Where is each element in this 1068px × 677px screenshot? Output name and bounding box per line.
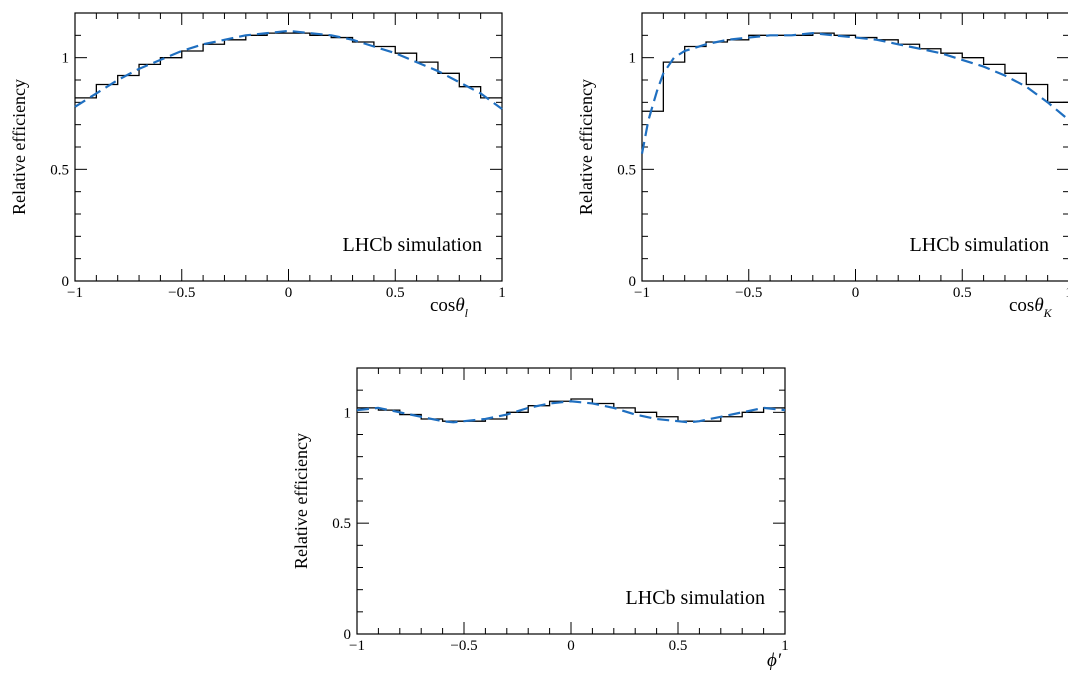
fit-curve	[74, 29, 503, 110]
x-tick-label: 0	[285, 285, 293, 301]
x-axis-title: cosθl	[430, 295, 469, 320]
x-tick-label: 1	[498, 285, 506, 301]
y-axis-title: Relative efficiency	[291, 433, 311, 569]
y-tick-label: 0.5	[50, 162, 69, 178]
x-tick-label: 0	[567, 638, 575, 654]
fit-curve	[356, 400, 786, 424]
y-tick-label: 0	[629, 274, 637, 290]
x-tick-label: −1	[349, 638, 365, 654]
efficiency-histogram	[357, 398, 785, 422]
y-tick-label: 0	[62, 274, 70, 290]
x-axis-title-main: cos	[1009, 295, 1034, 316]
x-tick-label: 0.5	[386, 285, 405, 301]
x-axis-title-subscript: l	[465, 306, 469, 320]
y-axis-title: Relative efficiency	[576, 79, 596, 215]
x-axis-title-symbol: ϕ′	[767, 650, 782, 671]
chart-panel-3: −1 −0.5 0 0.5 1 0 0.5 1 Relative efficiency ϕ′ LHC…	[291, 367, 789, 671]
efficiency-histogram	[75, 32, 502, 99]
y-tick-label: 0.5	[617, 162, 636, 178]
y-tick-label: 1	[62, 51, 70, 67]
x-tick-label: −1	[67, 285, 83, 301]
x-axis-title-main: cos	[430, 295, 455, 316]
x-axis-title-symbol: θ	[1034, 295, 1043, 316]
x-tick-label: 1	[1065, 285, 1068, 301]
chart-panel-2: −1 −0.5 0 0.5 1 0 0.5 1 Relative efficiency cosθK…	[576, 12, 1068, 320]
y-tick-label: 1	[344, 405, 352, 421]
x-axis-title: cosθK	[1009, 295, 1053, 320]
x-tick-label: −0.5	[168, 285, 195, 301]
fit-curve	[640, 31, 1068, 154]
y-tick-label: 0.5	[332, 516, 351, 532]
efficiency-histogram	[642, 32, 1068, 112]
x-tick-label: 0.5	[669, 638, 688, 654]
x-axis-title-symbol: θ	[455, 295, 464, 316]
x-axis-title-subscript: K	[1043, 306, 1053, 320]
lhcb-simulation-label: LHCb simulation	[626, 587, 765, 609]
y-axis-title: Relative efficiency	[9, 79, 29, 215]
x-tick-label: −0.5	[735, 285, 762, 301]
x-tick-label: −0.5	[450, 638, 477, 654]
x-axis-title: ϕ′	[767, 650, 782, 671]
lhcb-simulation-label: LHCb simulation	[910, 234, 1049, 256]
y-tick-label: 1	[629, 51, 637, 67]
x-tick-label: 0	[852, 285, 860, 301]
x-tick-label: −1	[634, 285, 650, 301]
x-tick-label: 0.5	[953, 285, 972, 301]
y-tick-label: 0	[344, 627, 352, 643]
chart-panel-1: −1 −0.5 0 0.5 1 0 0.5 1 Relative efficiency cosθl…	[9, 12, 506, 320]
lhcb-simulation-label: LHCb simulation	[343, 234, 482, 256]
x-tick-label: 1	[781, 638, 789, 654]
